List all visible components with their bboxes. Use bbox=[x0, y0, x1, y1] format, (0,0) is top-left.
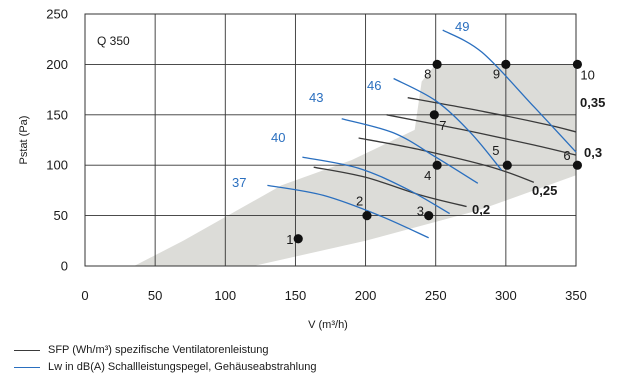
legend-swatch-sfp bbox=[14, 349, 40, 351]
sfp-curve-label: 0,3 bbox=[584, 145, 602, 160]
operating-point-7 bbox=[429, 110, 439, 120]
y-tick-label: 100 bbox=[46, 158, 68, 173]
x-tick-label: 200 bbox=[355, 288, 377, 303]
operating-point-4 bbox=[432, 160, 442, 170]
operating-point-2 bbox=[362, 211, 372, 221]
model-label: Q 350 bbox=[97, 34, 130, 48]
operating-point-6 bbox=[572, 160, 583, 170]
operating-point-label: 1 bbox=[286, 232, 293, 247]
operating-point-label: 6 bbox=[563, 148, 570, 163]
operating-point-1 bbox=[293, 234, 303, 244]
sfp-curve-0-35 bbox=[407, 97, 577, 133]
operating-point-label: 8 bbox=[424, 66, 431, 81]
lw-curve-label: 46 bbox=[367, 78, 381, 93]
sfp-curve-label: 0,2 bbox=[472, 202, 490, 217]
lw-curve-46 bbox=[393, 77, 503, 171]
plot-frame bbox=[84, 13, 577, 267]
lw-curve-43 bbox=[341, 118, 479, 184]
sfp-curve-0-3 bbox=[386, 114, 577, 156]
lw-curve-40 bbox=[302, 156, 451, 215]
operating-point-label: 2 bbox=[356, 194, 363, 209]
operating-point-label: 3 bbox=[417, 204, 424, 219]
x-tick-label: 100 bbox=[214, 288, 236, 303]
x-tick-label: 300 bbox=[495, 288, 517, 303]
x-axis-title: V (m³/h) bbox=[308, 319, 348, 331]
operating-point-label: 5 bbox=[492, 143, 499, 158]
lw-curve-label: 43 bbox=[309, 90, 323, 105]
operating-point-9 bbox=[501, 59, 511, 69]
operating-point-3 bbox=[424, 211, 434, 221]
lw-curve-label: 49 bbox=[455, 19, 469, 34]
sfp-curve-label: 0,25 bbox=[532, 183, 557, 198]
operating-point-label: 7 bbox=[439, 118, 446, 133]
legend-label-lw: Lw in dB(A) Schallleistungspegel, Gehäus… bbox=[48, 361, 317, 373]
x-tick-label: 350 bbox=[565, 288, 587, 303]
operating-point-5 bbox=[502, 160, 512, 170]
sfp-curve-0-25 bbox=[358, 137, 535, 183]
lw-curve-label: 40 bbox=[271, 130, 285, 145]
y-tick-label: 150 bbox=[46, 107, 68, 122]
operating-point-8 bbox=[432, 59, 442, 69]
operating-point-label: 9 bbox=[493, 66, 500, 81]
legend-item-lw: Lw in dB(A) Schallleistungspegel, Gehäus… bbox=[14, 361, 614, 373]
model-label-box bbox=[88, 30, 142, 50]
points bbox=[293, 59, 583, 244]
x-tick-label: 0 bbox=[81, 288, 88, 303]
x-tick-label: 250 bbox=[425, 288, 447, 303]
lw-curve-label: 37 bbox=[232, 175, 246, 190]
y-tick-label: 250 bbox=[46, 7, 68, 22]
lw-curve-37 bbox=[267, 184, 429, 239]
lw-curve-49 bbox=[442, 29, 577, 153]
operating-point-10 bbox=[572, 59, 583, 69]
grid bbox=[85, 14, 576, 266]
curves bbox=[267, 29, 577, 239]
labels: 0,2 0,25 0,3 0,35 37 40 43 46 49 1 2 3 4 5 6 7 8 9 10 bbox=[232, 19, 605, 247]
operating-point-label: 10 bbox=[580, 67, 594, 82]
legend-swatch-lw bbox=[14, 366, 40, 368]
operating-point-label: 4 bbox=[424, 168, 431, 183]
legend-label-sfp: SFP (Wh/m³) spezifische Ventilatorenleis… bbox=[48, 344, 269, 356]
x-tick-label: 150 bbox=[285, 288, 307, 303]
y-tick-label: 200 bbox=[46, 57, 68, 72]
y-tick-label: 50 bbox=[54, 208, 68, 223]
sfp-curve-label: 0,35 bbox=[580, 95, 605, 110]
y-axis-title: Pstat (Pa) bbox=[18, 116, 30, 165]
sfp-curve-0-2 bbox=[313, 166, 467, 208]
legend-item-sfp: SFP (Wh/m³) spezifische Ventilatorenleis… bbox=[14, 344, 614, 356]
ticks: 0 50 100 150 200 250 300 350 0 50 100 150 200 250 bbox=[46, 7, 587, 304]
x-tick-label: 50 bbox=[148, 288, 162, 303]
y-tick-label: 0 bbox=[61, 259, 68, 274]
